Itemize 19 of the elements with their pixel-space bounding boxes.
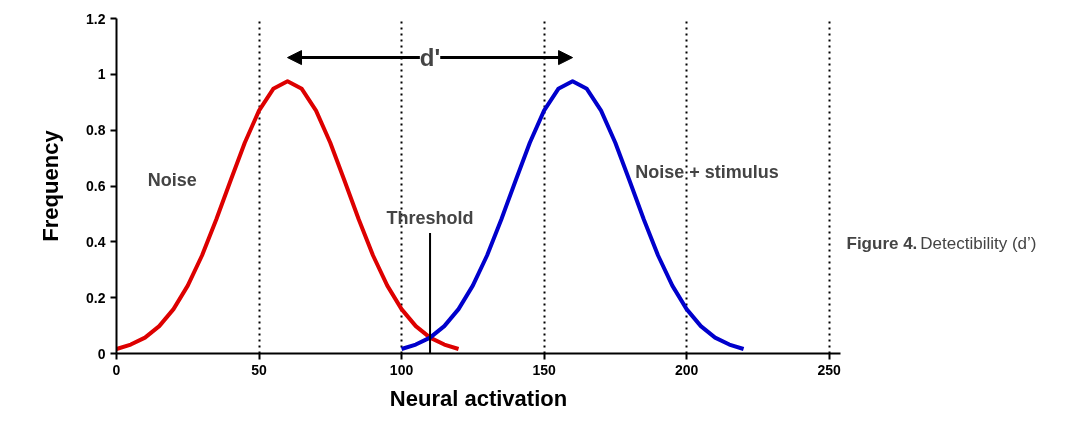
x-tick-label: 50 xyxy=(251,361,268,378)
series-label: Noise + stimulus xyxy=(635,162,779,183)
series-label: Noise xyxy=(147,170,197,191)
y-tick-label: 0.6 xyxy=(86,178,106,194)
y-tick-label: 0.2 xyxy=(86,289,106,306)
y-tick-label: 1.2 xyxy=(86,10,106,27)
x-tick-label: 150 xyxy=(532,361,556,378)
x-tick-label: 250 xyxy=(817,361,841,378)
y-tick-label: 1 xyxy=(97,66,106,83)
y-tick-label: 0.8 xyxy=(86,122,106,139)
y-tick-label: 0.4 xyxy=(86,233,106,250)
x-tick-label: 100 xyxy=(389,361,414,378)
x-tick-label: 0 xyxy=(112,361,121,378)
x-axis-title: Neural activation xyxy=(389,385,568,411)
y-axis-title: Frequency xyxy=(38,129,64,242)
caption: Figure 4. Detectibility (d’) xyxy=(846,234,1037,253)
y-tick-label: 0 xyxy=(97,345,106,362)
ref-line-label: Threshold xyxy=(386,207,474,228)
x-tick-label: 200 xyxy=(674,361,699,378)
